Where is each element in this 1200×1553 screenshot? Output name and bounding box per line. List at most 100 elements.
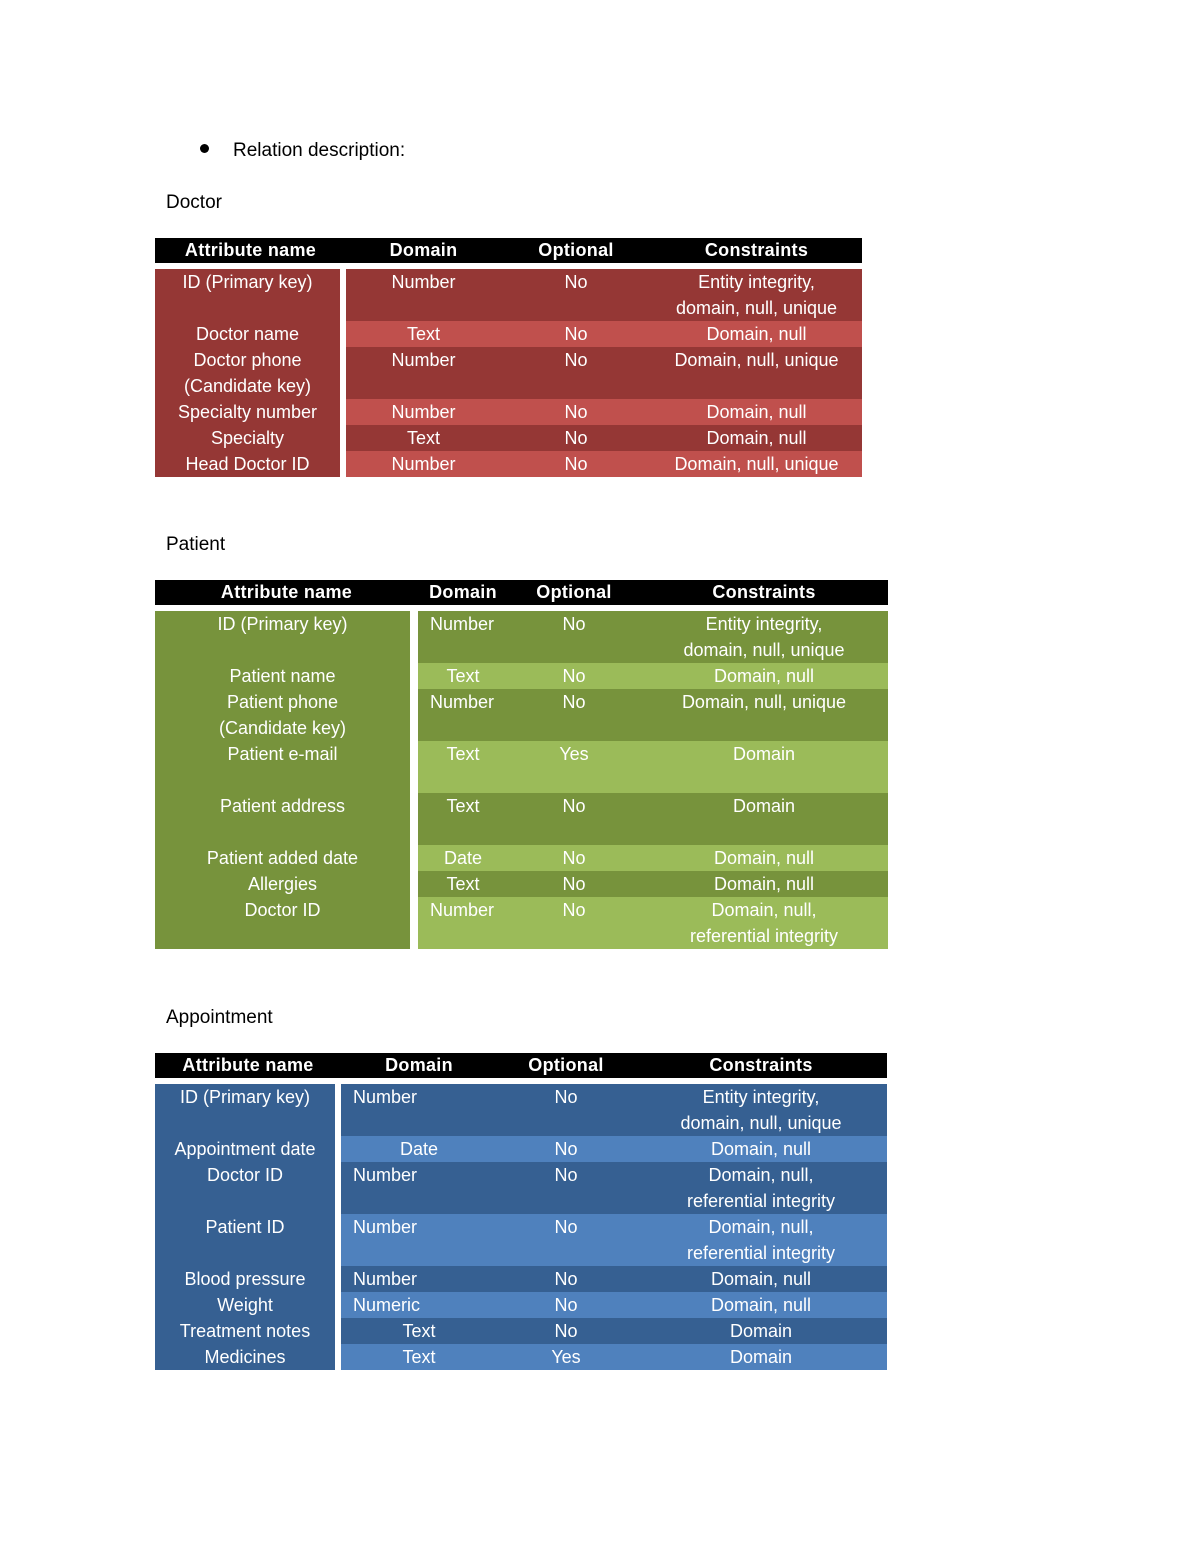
- attribute-name-text: Doctor phone: [193, 350, 302, 370]
- attribute-name-cell: Patient phone (Candidate key): [155, 689, 410, 741]
- constraints-cell: Domain, null: [635, 1136, 887, 1162]
- optional-cell: No: [501, 347, 651, 399]
- domain-text: Number: [430, 692, 495, 712]
- constraints-text: Domain: [729, 1321, 793, 1341]
- table-row: Number No Entity integrity, domain, null, u…: [346, 269, 862, 321]
- attribute-name-cell: Blood pressure: [155, 1266, 335, 1292]
- domain-text: Text: [446, 744, 480, 764]
- doctor-title: Doctor: [166, 192, 222, 213]
- domain-cell: Number: [418, 689, 508, 741]
- attribute-name-cell: ID (Primary key): [155, 611, 410, 663]
- constraints-cell: Domain: [635, 1344, 887, 1370]
- attribute-details-column: Number No Entity integrity, domain, null, u…: [346, 269, 862, 477]
- attribute-name-text: Patient address: [219, 796, 346, 816]
- table-row: Number No Entity integrity, domain, null, u…: [341, 1084, 887, 1136]
- optional-text: Yes: [559, 744, 589, 764]
- constraints-text: domain, null, unique: [680, 1113, 842, 1133]
- domain-text: Number: [430, 900, 495, 920]
- domain-text: Numeric: [353, 1295, 421, 1315]
- attribute-name-cell: Patient name: [155, 663, 410, 689]
- optional-text: No: [564, 324, 588, 344]
- bullet-item: Relation description:: [200, 140, 405, 162]
- attribute-name-cell: Medicines: [155, 1344, 335, 1370]
- attribute-name-text: Specialty number: [177, 402, 318, 422]
- domain-cell: Number: [418, 611, 508, 663]
- bullet-icon: [200, 144, 209, 154]
- attribute-name-column: ID (Primary key) Patient name Patient phon…: [155, 611, 410, 949]
- constraints-text: Entity integrity,: [702, 1087, 820, 1107]
- constraints-cell: Domain, null: [640, 845, 888, 871]
- domain-cell: Number: [346, 347, 501, 399]
- attribute-name-text: Patient e-mail: [227, 744, 338, 764]
- domain-cell: Date: [418, 845, 508, 871]
- domain-text: Number: [391, 350, 456, 370]
- attribute-name-cell: Doctor ID: [155, 1162, 335, 1214]
- constraints-cell: Domain, null, unique: [651, 347, 862, 399]
- optional-cell: Yes: [497, 1344, 635, 1370]
- table-row: Number No Domain, null, referential integri…: [418, 897, 888, 949]
- table-row: Text No Domain, null: [418, 663, 888, 689]
- header-attribute-name: Attribute name: [182, 1055, 314, 1075]
- domain-cell: Text: [346, 425, 501, 451]
- domain-text: Number: [353, 1165, 418, 1185]
- attribute-name-text: Patient added date: [206, 848, 359, 868]
- constraints-text: Domain: [729, 1347, 793, 1367]
- attribute-name-cell: Patient address: [155, 793, 410, 845]
- table-row: Number No Domain, null: [346, 399, 862, 425]
- attribute-name-text: Doctor name: [195, 324, 300, 344]
- constraints-text: domain, null, unique: [675, 298, 838, 318]
- domain-text: Number: [391, 272, 456, 292]
- domain-text: Text: [446, 796, 480, 816]
- attribute-name-text: ID (Primary key): [217, 614, 348, 634]
- domain-cell: Number: [346, 451, 501, 477]
- optional-text: No: [564, 428, 588, 448]
- constraints-cell: Domain: [640, 793, 888, 845]
- column-divider: [410, 611, 418, 949]
- attribute-name-cell: Patient ID: [155, 1214, 335, 1266]
- domain-cell: Number: [346, 399, 501, 425]
- optional-text: No: [564, 454, 588, 474]
- constraints-cell: Domain, null, unique: [651, 451, 862, 477]
- header-constraints: Constraints: [709, 1055, 813, 1075]
- domain-text: Number: [430, 614, 495, 634]
- optional-text: No: [562, 796, 586, 816]
- domain-cell: Number: [341, 1214, 497, 1266]
- constraints-text: Domain, null: [710, 1295, 812, 1315]
- domain-text: Text: [402, 1321, 436, 1341]
- attribute-name-text: (Candidate key): [183, 376, 312, 396]
- attribute-name-cell: Doctor phone (Candidate key): [155, 347, 340, 399]
- constraints-text: referential integrity: [686, 1191, 836, 1211]
- domain-text: Number: [353, 1269, 418, 1289]
- header-domain: Domain: [389, 240, 458, 260]
- doctor-table: Attribute name Domain Optional Constraints I…: [155, 238, 862, 477]
- table-row: Number No Domain, null, unique: [346, 347, 862, 399]
- attribute-name-text: Treatment notes: [179, 1321, 311, 1341]
- attribute-name-text: Allergies: [247, 874, 318, 894]
- table-row: Number No Domain, null: [341, 1266, 887, 1292]
- domain-cell: Text: [341, 1318, 497, 1344]
- attribute-name-cell: Appointment date: [155, 1136, 335, 1162]
- table-header: Attribute name Domain Optional Constraints: [155, 238, 862, 263]
- domain-cell: Date: [341, 1136, 497, 1162]
- table-row: Number No Domain, null, unique: [418, 689, 888, 741]
- constraints-cell: Entity integrity, domain, null, unique: [635, 1084, 887, 1136]
- constraints-cell: Domain, null: [640, 663, 888, 689]
- optional-cell: No: [508, 897, 640, 949]
- optional-cell: No: [497, 1214, 635, 1266]
- domain-text: Text: [406, 324, 440, 344]
- header-domain: Domain: [385, 1055, 453, 1075]
- attribute-name-text: Patient ID: [205, 1217, 285, 1237]
- relation-description-label: Relation description:: [233, 140, 406, 161]
- attribute-name-cell: Patient added date: [155, 845, 410, 871]
- constraints-text: Domain, null: [710, 1139, 812, 1159]
- constraints-cell: Entity integrity, domain, null, unique: [640, 611, 888, 663]
- optional-text: No: [564, 402, 588, 422]
- optional-text: No: [562, 848, 586, 868]
- table-row: Text Yes Domain: [341, 1344, 887, 1370]
- constraints-text: Domain, null: [706, 402, 807, 422]
- optional-cell: No: [508, 689, 640, 741]
- attribute-details-column: Number No Entity integrity, domain, null, u…: [418, 611, 888, 949]
- header-attribute-name: Attribute name: [184, 240, 317, 260]
- constraints-cell: Domain, null: [651, 321, 862, 347]
- header-optional: Optional: [536, 582, 612, 602]
